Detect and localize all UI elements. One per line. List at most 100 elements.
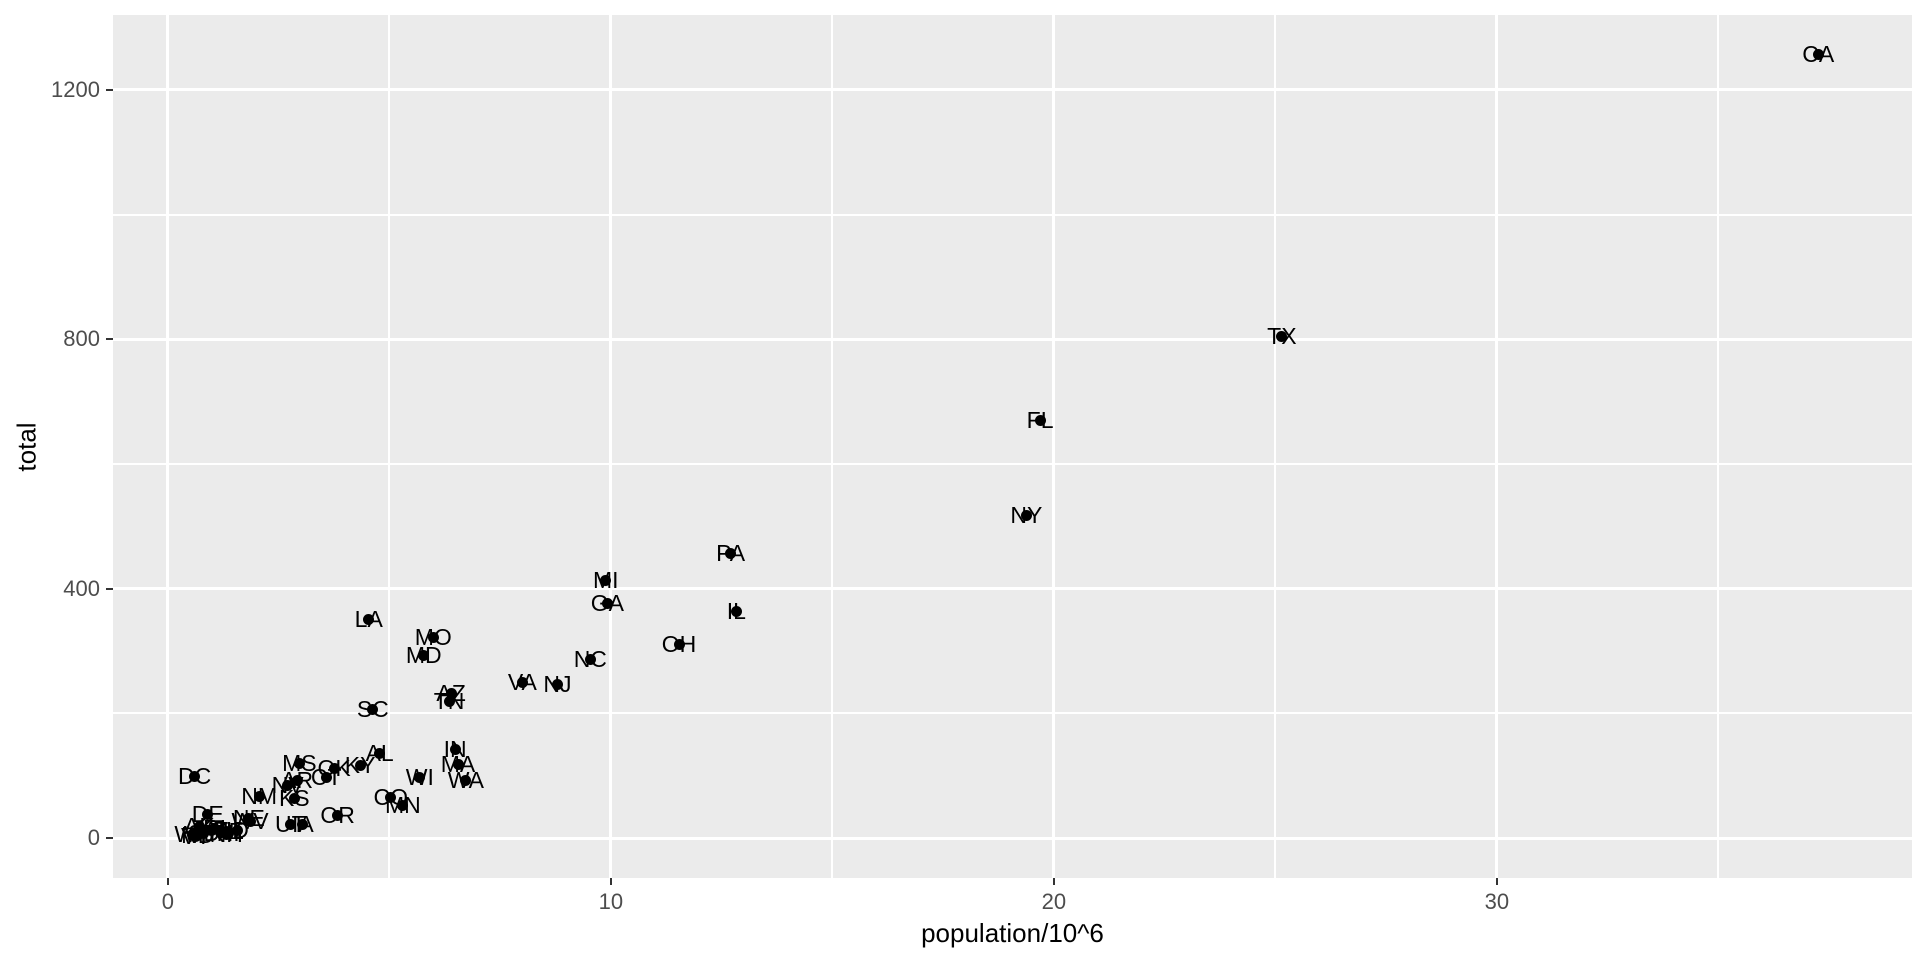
gridline-major-vertical	[609, 15, 613, 878]
data-point-dot	[452, 759, 464, 770]
data-point-label: MS	[282, 749, 317, 776]
data-point-dot	[427, 632, 439, 644]
data-point-dot	[449, 744, 461, 756]
data-point-label: HI	[216, 820, 240, 847]
data-point-label: AL	[365, 740, 394, 767]
data-point-dot	[418, 649, 430, 661]
data-point-label: MO	[414, 624, 452, 651]
data-point-label: CT	[310, 764, 342, 791]
data-point-label: MI	[593, 567, 619, 594]
data-point-dot	[1812, 48, 1824, 60]
data-point-label: IL	[726, 597, 746, 624]
data-point-label: MD	[405, 641, 442, 668]
data-point-label: TX	[1267, 322, 1297, 349]
data-point-dot	[282, 780, 294, 792]
data-point-dot	[244, 815, 256, 827]
y-axis-title: total	[11, 421, 42, 472]
data-point-dot	[288, 793, 300, 805]
data-point-dot	[730, 605, 742, 617]
data-point-label: ME	[209, 817, 245, 844]
data-point-dot	[397, 799, 409, 811]
data-point-label: WI	[405, 764, 434, 791]
x-tick-label: 10	[598, 889, 624, 914]
data-point-dot	[1034, 415, 1046, 427]
data-point-dot	[367, 703, 379, 715]
data-point-dot	[1276, 330, 1288, 342]
data-point-label: NC	[573, 646, 607, 673]
data-point-label: NM	[241, 782, 278, 809]
data-point-label: AZ	[436, 679, 466, 706]
data-point-label: WA	[447, 766, 484, 793]
x-tick-label: 20	[1041, 889, 1067, 914]
data-point-label: ID	[225, 817, 249, 844]
data-point-label: RI	[203, 814, 227, 841]
data-point-label: OR	[320, 802, 355, 829]
data-point-dot	[673, 639, 685, 651]
data-point-dot	[328, 763, 340, 775]
data-point-label: UT	[275, 810, 306, 837]
data-point-dot	[354, 760, 366, 772]
data-point-label: NV	[271, 772, 304, 799]
y-tick-label: 800	[63, 326, 100, 352]
data-point-label: LA	[354, 605, 383, 632]
data-point-label: SC	[356, 695, 389, 722]
data-point-dot	[231, 825, 243, 837]
x-tick-label: 30	[1484, 889, 1510, 914]
data-point-label: NE	[232, 804, 265, 831]
data-point-label: CO	[373, 784, 408, 811]
data-point-dot	[725, 547, 737, 559]
y-tick-label: 1200	[51, 76, 100, 102]
data-point-dot	[202, 808, 214, 820]
data-point-dot	[293, 757, 305, 769]
data-point-label: GA	[590, 590, 624, 617]
data-point-dot	[600, 575, 612, 587]
data-point-dot	[374, 748, 386, 760]
y-tick-mark	[106, 837, 113, 840]
data-point-dot	[385, 792, 397, 804]
data-point-dot	[291, 774, 303, 786]
x-tick-mark	[609, 878, 612, 885]
data-point-dot	[551, 679, 563, 691]
gridline-minor-vertical	[831, 15, 834, 878]
gridline-major-vertical	[1052, 15, 1056, 878]
x-tick-label: 0	[161, 889, 175, 914]
data-point-label: DE	[191, 800, 224, 827]
data-point-dot	[516, 676, 528, 688]
data-point-label: AK	[184, 812, 215, 839]
y-tick-label: 0	[87, 825, 100, 851]
data-point-label: FL	[1026, 407, 1054, 434]
data-point-label: MN	[385, 791, 421, 818]
data-point-label: VA	[507, 668, 537, 695]
data-point-dot	[601, 598, 613, 610]
x-tick-mark	[1052, 878, 1055, 885]
data-point-label: WV	[231, 807, 269, 834]
data-point-dot	[189, 770, 201, 782]
gridline-minor-vertical	[1274, 15, 1277, 878]
data-point-label: ND	[181, 822, 215, 849]
gridline-major-vertical	[166, 15, 170, 878]
data-point-label: DC	[177, 762, 212, 789]
x-axis-title: population/10^6	[921, 918, 1104, 948]
data-point-dot	[460, 774, 472, 786]
data-point-label: NJ	[543, 671, 572, 698]
data-point-dot	[1020, 510, 1032, 522]
data-point-label: PA	[716, 539, 746, 566]
data-point-dot	[209, 822, 221, 834]
data-point-label: IA	[291, 811, 314, 838]
gridline-minor-horizontal	[113, 712, 1912, 715]
data-point-label: KY	[344, 752, 376, 779]
plot-panel	[113, 15, 1912, 878]
y-tick-mark	[106, 88, 113, 91]
y-tick-mark	[106, 587, 113, 590]
data-point-dot	[284, 818, 296, 830]
gridline-minor-vertical	[388, 15, 391, 878]
y-tick-label: 400	[63, 575, 100, 601]
data-point-dot	[445, 687, 457, 699]
data-point-label: WY	[174, 821, 212, 848]
data-point-label: NY	[1010, 502, 1043, 529]
gridline-major-horizontal	[113, 836, 1912, 840]
data-point-label: OH	[661, 631, 697, 658]
x-tick-mark	[166, 878, 169, 885]
data-point-dot	[198, 827, 210, 839]
